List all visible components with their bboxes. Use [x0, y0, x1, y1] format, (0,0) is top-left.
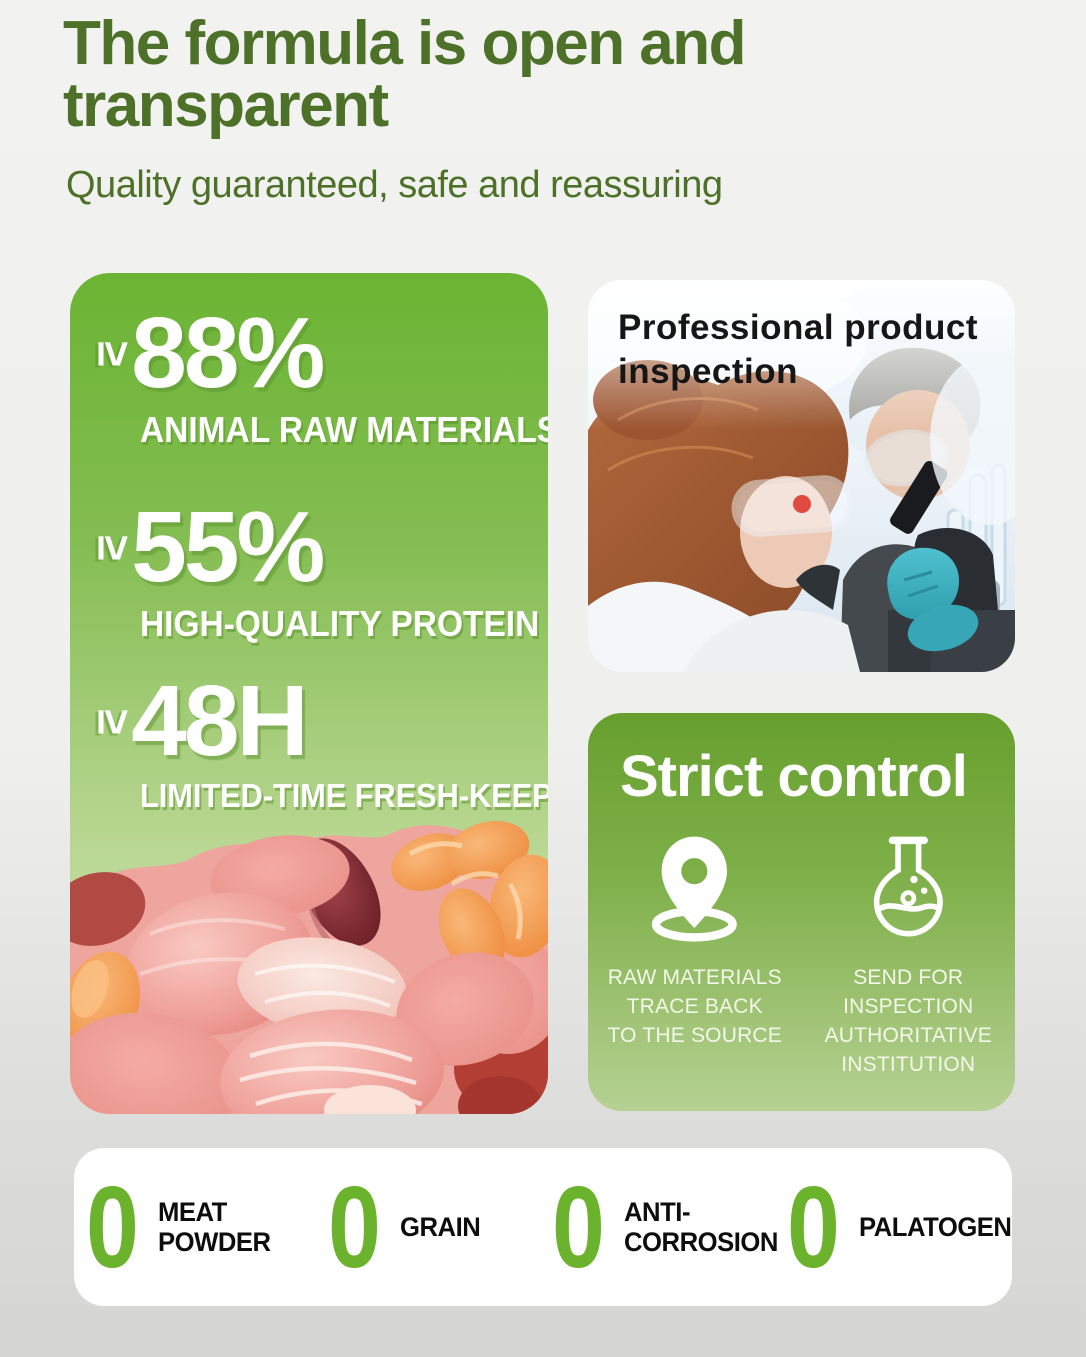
feature-caption: RAW MATERIALS TRACE BACK TO THE SOURCE — [607, 963, 782, 1050]
zero-label-line: PALATOGEN — [859, 1212, 1012, 1242]
inspection-card-title: Professional product inspection — [618, 308, 979, 392]
stat-high-quality-protein: ≥ 55% HIGH-QUALITY PROTEIN — [89, 491, 548, 645]
inspection-card: Professional product inspection — [588, 280, 1015, 672]
caption-line: SEND FOR INSPECTION — [843, 966, 974, 1018]
zero-digit: 0 — [86, 1161, 139, 1292]
feature-authoritative-inspection: SEND FOR INSPECTION AUTHORITATIVE INSTIT… — [802, 831, 1016, 1079]
lab-inspection-photo — [588, 280, 1015, 672]
caption-line: RAW MATERIALS — [607, 966, 782, 989]
stat-label: LIMITED-TIME FRESH-KEEPING — [140, 777, 548, 814]
stat-limited-time-fresh-keeping: ≥ 48H LIMITED-TIME FRESH-KEEPING — [89, 665, 548, 815]
stat-label: HIGH-QUALITY PROTEIN — [140, 603, 540, 644]
zero-label: MEAT POWDER — [158, 1197, 271, 1257]
zero-additives-bar: 0 MEAT POWDER 0 GRAIN 0 ANTI- CORROSION … — [74, 1148, 1012, 1306]
caption-line: INSTITUTION — [841, 1053, 976, 1076]
zero-item-palatogen: 0 PALATOGEN — [787, 1148, 1020, 1306]
stats-card: ≥ 88% ANIMAL RAW MATERIALS ≥ 55% HIGH-QU… — [70, 273, 548, 1114]
zero-label: ANTI- CORROSION — [624, 1197, 778, 1257]
caption-line: AUTHORITATIVE — [824, 1024, 992, 1047]
caption-line: TRACE BACK — [626, 995, 763, 1018]
greater-equal-icon: ≥ — [88, 341, 141, 367]
greater-equal-icon: ≥ — [88, 535, 141, 561]
stat-value: 55% — [131, 491, 325, 603]
zero-label-line: GRAIN — [400, 1212, 481, 1242]
feature-caption: SEND FOR INSPECTION AUTHORITATIVE INSTIT… — [802, 963, 1016, 1079]
page-title: The formula is open and transparent — [63, 9, 747, 140]
lab-flask-icon — [873, 836, 943, 937]
location-pin-icon — [652, 836, 738, 942]
strict-control-card: Strict control RAW MATERIALS TRACE BACK … — [588, 713, 1015, 1111]
feature-raw-materials-traceability: RAW MATERIALS TRACE BACK TO THE SOURCE — [588, 831, 802, 1079]
zero-item-anti-corrosion: 0 ANTI- CORROSION — [552, 1148, 786, 1306]
zero-digit: 0 — [787, 1161, 840, 1292]
page-subtitle: Quality guaranteed, safe and reassuring — [66, 164, 723, 206]
caption-line: TO THE SOURCE — [607, 1024, 783, 1047]
stat-animal-raw-materials: ≥ 88% ANIMAL RAW MATERIALS — [89, 297, 548, 451]
zero-item-meat-powder: 0 MEAT POWDER — [86, 1148, 277, 1306]
zero-label: GRAIN — [400, 1212, 481, 1242]
strict-control-features: RAW MATERIALS TRACE BACK TO THE SOURCE — [588, 831, 1015, 1079]
zero-label-line: MEAT — [158, 1197, 227, 1227]
zero-label-line: POWDER — [158, 1227, 271, 1257]
zero-item-grain: 0 GRAIN — [328, 1148, 485, 1306]
strict-control-title: Strict control — [620, 744, 968, 809]
stat-label: ANIMAL RAW MATERIALS — [140, 409, 548, 450]
zero-label-line: ANTI- — [624, 1197, 691, 1227]
raw-meat-image — [70, 820, 548, 1114]
stat-value: 88% — [131, 297, 325, 409]
zero-digit: 0 — [552, 1161, 605, 1292]
stat-value: 48H — [131, 665, 308, 777]
zero-label-line: CORROSION — [624, 1227, 778, 1257]
greater-equal-icon: ≥ — [88, 709, 141, 735]
zero-digit: 0 — [328, 1161, 381, 1292]
zero-label: PALATOGEN — [859, 1212, 1012, 1242]
